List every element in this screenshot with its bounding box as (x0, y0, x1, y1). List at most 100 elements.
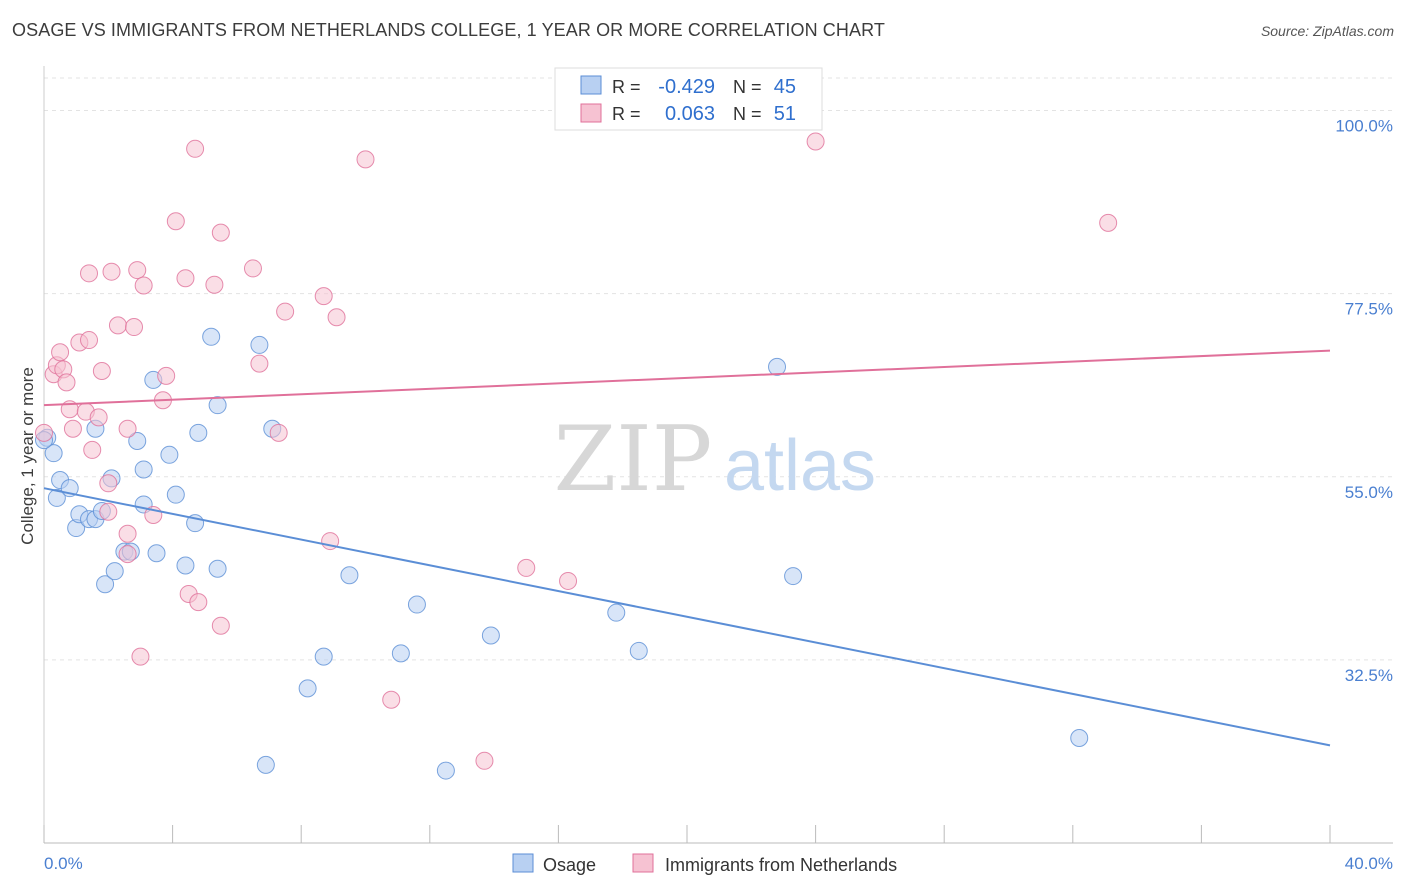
osage-point (134, 460, 153, 479)
watermark-zip: ZIP (554, 407, 713, 512)
series-legend-label-osage: Osage (543, 855, 596, 875)
osage-point (128, 431, 147, 450)
netherlands-point (131, 647, 150, 666)
data-points (35, 132, 1118, 780)
osage-point (44, 444, 63, 463)
osage-point (202, 327, 221, 346)
osage-point (391, 644, 410, 663)
osage-point (340, 566, 359, 585)
netherlands-point (205, 275, 224, 294)
netherlands-point (134, 276, 153, 295)
legend-r-label-netherlands: R = (612, 104, 641, 124)
y-tick-label: 100.0% (1335, 117, 1393, 136)
osage-point (147, 544, 166, 563)
osage-point (208, 559, 227, 578)
legend-r-value-osage: -0.429 (658, 76, 715, 98)
netherlands-point (118, 524, 137, 543)
netherlands-point (166, 212, 185, 231)
netherlands-point (211, 223, 230, 242)
osage-point (189, 423, 208, 442)
netherlands-point (250, 354, 269, 373)
legend-swatch-netherlands (580, 103, 602, 123)
netherlands-point (327, 308, 346, 327)
netherlands-point (276, 302, 295, 321)
osage-trend-line (43, 487, 1331, 747)
x-tick-label-max: 40.0% (1345, 854, 1393, 873)
netherlands-point (125, 318, 144, 337)
netherlands-point (118, 419, 137, 438)
y-tick-label: 55.0% (1345, 483, 1393, 502)
osage-point (407, 595, 426, 614)
gridlines (44, 77, 1393, 661)
legend-r-value-netherlands: 0.063 (665, 103, 715, 125)
netherlands-point (176, 269, 195, 288)
netherlands-point (99, 474, 118, 493)
netherlands-point (83, 440, 102, 459)
netherlands-point (269, 423, 288, 442)
trend-lines (43, 349, 1331, 747)
netherlands-trend-line (43, 349, 1331, 407)
netherlands-point (92, 361, 111, 380)
osage-point (768, 357, 787, 376)
series-legend-swatch-osage (512, 853, 534, 873)
netherlands-point (57, 373, 76, 392)
osage-point (105, 562, 124, 581)
osage-point (250, 335, 269, 354)
netherlands-point (51, 343, 70, 362)
netherlands-point (128, 261, 147, 280)
netherlands-point (63, 419, 82, 438)
netherlands-point (89, 408, 108, 427)
netherlands-point (314, 287, 333, 306)
netherlands-point (517, 558, 536, 577)
series-legend-label-netherlands: Immigrants from Netherlands (665, 855, 897, 875)
netherlands-point (35, 423, 53, 442)
osage-point (607, 603, 626, 622)
netherlands-point (80, 331, 99, 350)
legend-n-label-osage: N = (733, 77, 762, 97)
osage-point (96, 575, 115, 594)
netherlands-point (189, 593, 208, 612)
osage-point (314, 647, 333, 666)
netherlands-point (806, 132, 825, 151)
netherlands-point (211, 616, 230, 635)
netherlands-point (356, 150, 375, 169)
netherlands-point (243, 259, 262, 278)
netherlands-point (108, 316, 127, 335)
netherlands-point (102, 262, 121, 281)
y-tick-label: 32.5% (1345, 666, 1393, 685)
osage-point (1070, 729, 1089, 748)
netherlands-point (1099, 213, 1118, 232)
osage-point (298, 679, 317, 698)
legend-n-value-osage: 45 (774, 76, 796, 98)
osage-point (208, 396, 227, 415)
osage-point (160, 445, 179, 464)
series-legend-swatch-netherlands (632, 853, 654, 873)
osage-point (629, 641, 648, 660)
osage-point (176, 556, 195, 575)
watermark-atlas: atlas (724, 426, 876, 506)
legend-swatch-osage (580, 75, 602, 95)
osage-point (481, 626, 500, 645)
netherlands-point (80, 264, 99, 283)
source-credit: Source: ZipAtlas.com (1260, 23, 1394, 39)
osage-point (47, 488, 66, 507)
legend-r-label-osage: R = (612, 77, 641, 97)
legend-n-value-netherlands: 51 (774, 103, 796, 125)
osage-point (256, 755, 275, 774)
series-legend: Osage Immigrants from Netherlands (512, 853, 897, 875)
legend-n-label-netherlands: N = (733, 104, 762, 124)
osage-point (784, 567, 803, 586)
netherlands-point (559, 571, 578, 590)
correlation-legend: R = -0.429 N = 45 R = 0.063 N = 51 (554, 67, 823, 131)
netherlands-point (99, 502, 118, 521)
netherlands-point (186, 139, 205, 158)
osage-point (436, 761, 455, 780)
netherlands-point (118, 545, 137, 564)
axes: 32.5% 55.0% 77.5% 100.0% 0.0% 40.0% (43, 66, 1393, 873)
netherlands-point (157, 366, 176, 385)
osage-point (166, 485, 185, 504)
netherlands-point (475, 751, 494, 770)
y-tick-label: 77.5% (1345, 300, 1393, 319)
netherlands-point (382, 690, 401, 709)
